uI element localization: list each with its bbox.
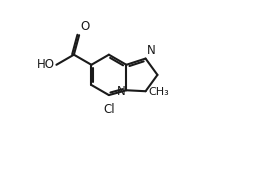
Text: CH₃: CH₃ <box>149 87 170 97</box>
Text: N: N <box>117 85 125 98</box>
Text: O: O <box>80 20 89 33</box>
Text: Cl: Cl <box>103 103 115 116</box>
Text: N: N <box>147 44 156 57</box>
Text: HO: HO <box>37 58 55 71</box>
